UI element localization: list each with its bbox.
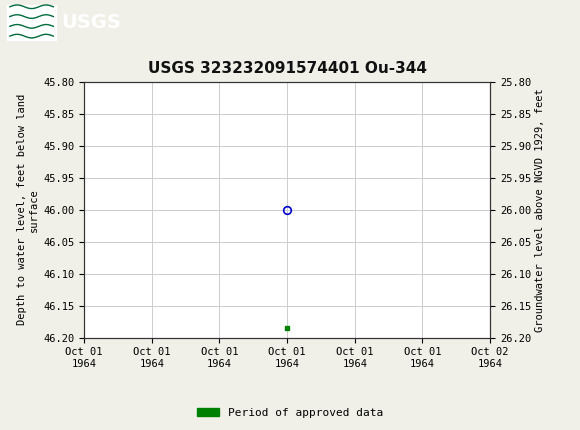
Legend: Period of approved data: Period of approved data xyxy=(193,403,387,422)
Y-axis label: Depth to water level, feet below land
surface: Depth to water level, feet below land su… xyxy=(17,94,39,325)
Title: USGS 323232091574401 Ou-344: USGS 323232091574401 Ou-344 xyxy=(147,61,427,77)
FancyBboxPatch shape xyxy=(7,6,56,40)
Y-axis label: Groundwater level above NGVD 1929, feet: Groundwater level above NGVD 1929, feet xyxy=(535,88,545,332)
Text: USGS: USGS xyxy=(61,13,121,32)
